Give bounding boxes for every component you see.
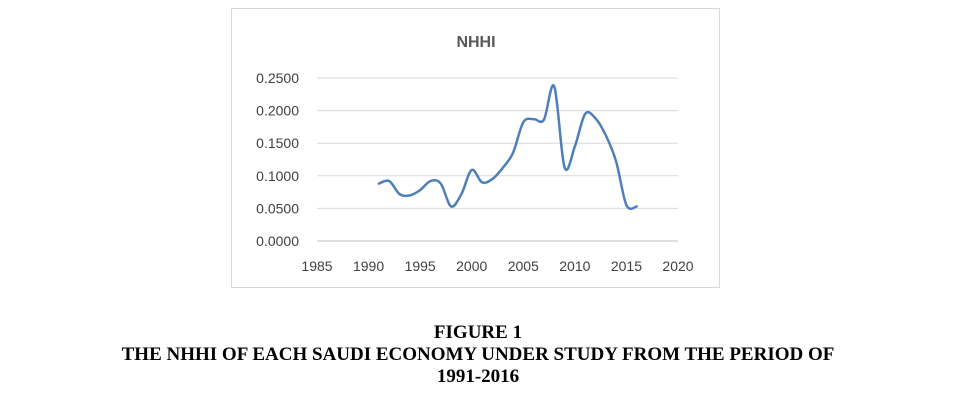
series-layer — [377, 84, 638, 211]
y-tick-label: 0.2500 — [256, 70, 299, 86]
y-tick-label: 0.0000 — [256, 233, 299, 249]
chart-frame: NHHI 0.0000 0.0500 0.1000 0.1500 0.2000 0.250… — [231, 8, 720, 288]
x-tick-label: 2015 — [611, 258, 642, 274]
chart-title: NHHI — [456, 34, 495, 51]
grid — [317, 77, 678, 242]
line-chart: NHHI 0.0000 0.0500 0.1000 0.1500 0.2000 0.250… — [256, 34, 694, 274]
x-tick-label: 1995 — [405, 258, 436, 274]
x-tick-label: 2005 — [508, 258, 539, 274]
x-tick-label: 2010 — [559, 258, 590, 274]
x-tick-label: 2000 — [456, 258, 487, 274]
figure-caption-title: THE NHHI OF EACH SAUDI ECONOMY UNDER STU… — [121, 344, 835, 365]
y-axis-ticks: 0.0000 0.0500 0.1000 0.1500 0.2000 0.2500 — [256, 70, 299, 249]
x-tick-label: 1990 — [353, 258, 384, 274]
figure-caption-label: FIGURE 1 — [433, 322, 523, 343]
figure-caption-period: 1991-2016 — [436, 366, 520, 387]
x-axis-ticks: 1985 1990 1995 2000 2005 2010 2015 2020 — [301, 258, 693, 274]
y-tick-label: 0.1500 — [256, 135, 299, 151]
x-tick-label: 1985 — [301, 258, 332, 274]
x-tick-label: 2020 — [662, 258, 693, 274]
y-tick-label: 0.2000 — [256, 103, 299, 119]
y-tick-label: 0.0500 — [256, 200, 299, 216]
y-tick-label: 0.1000 — [256, 168, 299, 184]
series-line-0 — [377, 84, 638, 211]
